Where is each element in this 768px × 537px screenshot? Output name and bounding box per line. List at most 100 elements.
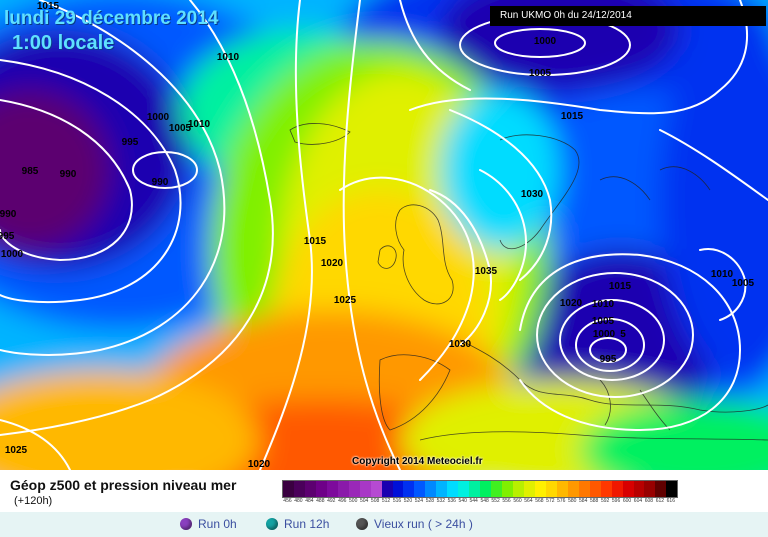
color-swatch xyxy=(578,481,590,497)
isobar-label: 1000 xyxy=(534,36,557,47)
teal-dot-icon xyxy=(266,518,278,530)
color-swatch xyxy=(513,481,524,497)
isobar-label: 1005 xyxy=(169,123,192,134)
color-swatch xyxy=(666,481,678,497)
gray-dot-icon xyxy=(356,518,368,530)
color-swatch xyxy=(480,481,492,497)
scale-label: 580 xyxy=(568,498,577,504)
scale-label: 496 xyxy=(338,498,347,504)
isobar-label: 995 xyxy=(122,137,139,148)
color-swatch xyxy=(315,481,327,497)
legend-subtitle: (+120h) xyxy=(14,495,53,507)
run-info-box: Run UKMO 0h du 24/12/2014 xyxy=(490,6,766,26)
color-swatch xyxy=(425,481,437,497)
color-swatch xyxy=(381,481,393,497)
isobar-label: 1010 xyxy=(592,299,615,310)
scale-label: 560 xyxy=(513,498,522,504)
color-swatch xyxy=(293,481,305,497)
color-swatch xyxy=(469,481,481,497)
color-swatch xyxy=(283,481,294,497)
isobar-label: 990 xyxy=(0,209,17,220)
scale-label: 616 xyxy=(666,498,675,504)
isobar-label: 1020 xyxy=(321,258,344,269)
color-swatch xyxy=(348,481,360,497)
isobar-label: 1030 xyxy=(449,339,472,350)
scale-label: 608 xyxy=(644,498,654,504)
scale-label: 528 xyxy=(425,498,435,504)
isobar-label: 990 xyxy=(152,177,169,188)
isobar-label: 1020 xyxy=(248,459,271,470)
scale-label: 548 xyxy=(480,498,489,504)
isobar-label: 1005 xyxy=(732,278,755,289)
scale-label: 532 xyxy=(436,498,445,504)
isobar-label: 990 xyxy=(60,169,77,180)
color-swatch xyxy=(534,481,546,497)
color-swatch xyxy=(545,481,557,497)
old-run-label: Vieux run ( > 24h ) xyxy=(374,517,473,531)
color-swatch xyxy=(611,481,623,497)
isobar-label: 1030 xyxy=(521,189,544,200)
isobar-label: 1025 xyxy=(334,295,357,306)
isobar-label: 1020 xyxy=(560,298,583,309)
scale-label: 604 xyxy=(633,498,643,504)
scale-label: 508 xyxy=(370,498,380,504)
isobar-label: 1005 xyxy=(592,316,615,327)
isobar-label: 1015 xyxy=(37,1,60,12)
isobar-label: 1010 xyxy=(711,269,734,280)
color-swatch xyxy=(523,481,535,497)
copyright-text: Copyright 2014 Meteociel.fr xyxy=(352,456,483,467)
scale-label: 552 xyxy=(491,498,500,504)
color-swatch xyxy=(600,481,612,497)
color-swatch xyxy=(370,481,382,497)
isobar-label: 1015 xyxy=(609,281,632,292)
color-scale-swatches xyxy=(282,480,679,498)
color-swatch xyxy=(392,481,404,497)
purple-dot-icon xyxy=(180,518,192,530)
isobar-label: 1010 xyxy=(217,52,240,63)
isobar-label: 995 xyxy=(0,231,15,242)
isobar-label: 1000 xyxy=(593,329,616,340)
old-run-link[interactable]: Vieux run ( > 24h ) xyxy=(356,517,473,531)
scale-label: 576 xyxy=(557,498,566,504)
isobar-label: 1035 xyxy=(475,266,498,277)
scale-label: 596 xyxy=(611,498,621,504)
color-swatch xyxy=(447,481,459,497)
isobar-label: 1015 xyxy=(304,236,327,247)
scale-label: 556 xyxy=(502,498,511,504)
scale-label: 512 xyxy=(381,498,391,504)
color-swatch xyxy=(326,481,338,497)
scale-label: 568 xyxy=(535,498,544,504)
scale-label: 564 xyxy=(524,498,533,504)
color-swatch xyxy=(589,481,601,497)
isobar-label: 1005 xyxy=(529,68,552,79)
run-12h-link[interactable]: Run 12h xyxy=(266,517,329,531)
isobar-label: 1025 xyxy=(5,445,28,456)
scale-label: 612 xyxy=(655,498,665,504)
scale-label: 504 xyxy=(359,498,369,504)
color-scale-labels: 456 480 484 488 492 496 500 504 508 512 516 520 524 5… xyxy=(282,498,678,504)
scale-label: 584 xyxy=(579,498,588,504)
isobar-label: 995 xyxy=(600,354,617,365)
color-swatch xyxy=(633,481,645,497)
color-swatch xyxy=(436,481,448,497)
color-swatch xyxy=(491,481,503,497)
color-swatch xyxy=(414,481,426,497)
color-swatch xyxy=(304,481,316,497)
isobars xyxy=(0,0,768,470)
scale-label: 544 xyxy=(469,498,478,504)
run-0h-link[interactable]: Run 0h xyxy=(180,517,237,531)
color-swatch xyxy=(458,481,470,497)
run-12h-label: Run 12h xyxy=(284,517,330,531)
run-0h-label: Run 0h xyxy=(198,517,237,531)
color-swatch xyxy=(644,481,656,497)
scale-label: 572 xyxy=(546,498,555,504)
scale-label: 492 xyxy=(327,498,336,504)
scale-label: 456 xyxy=(283,498,292,504)
scale-label: 588 xyxy=(589,498,599,504)
isobar-label: 5 xyxy=(620,329,626,340)
color-swatch xyxy=(567,481,579,497)
coastlines xyxy=(289,123,768,441)
isobar-label: 1000 xyxy=(147,112,170,123)
color-scale: 456 480 484 488 492 496 500 504 508 512 516 520 524 5… xyxy=(282,480,679,504)
